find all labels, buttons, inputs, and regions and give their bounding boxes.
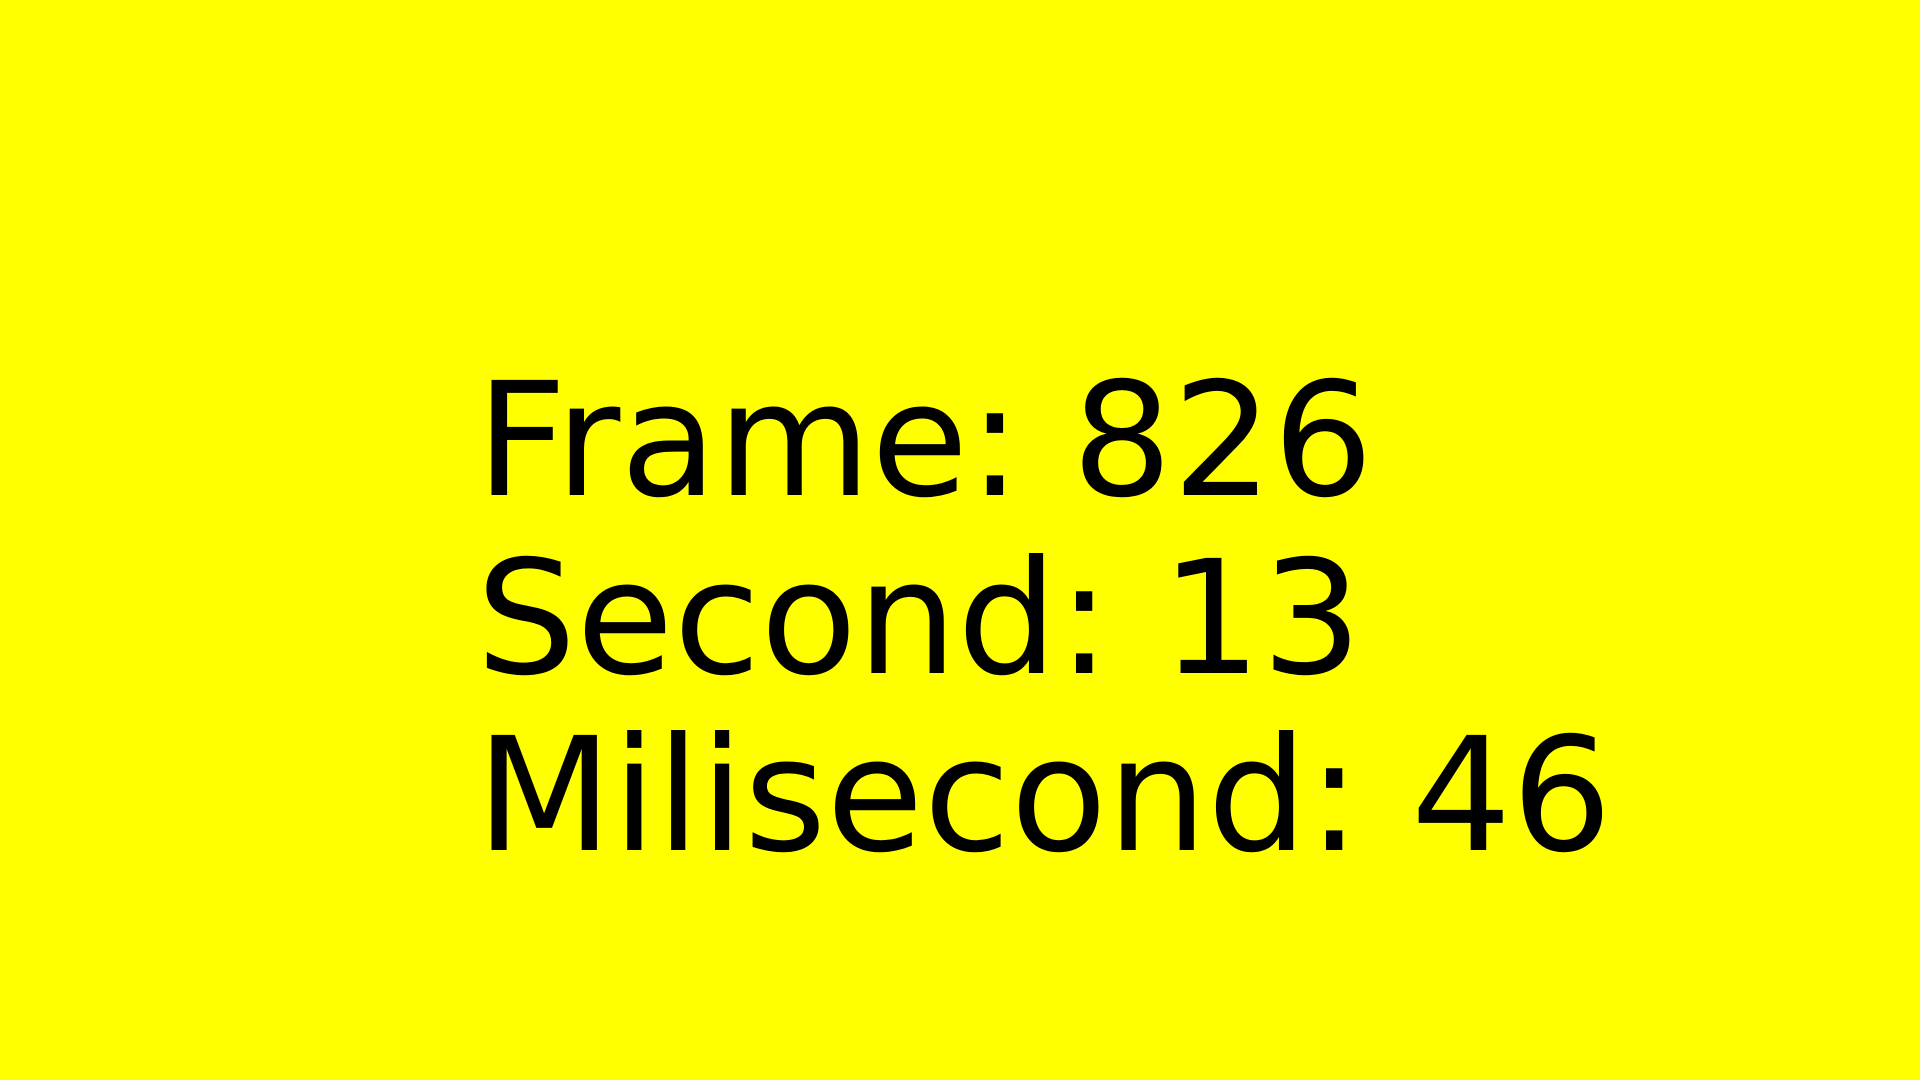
millisecond-label: Milisecond: [476, 704, 1361, 888]
second-label: Second: [476, 527, 1111, 711]
second-value: 13 [1160, 527, 1362, 711]
frame-label: Frame: [476, 349, 1022, 533]
millisecond-value: 46 [1410, 704, 1613, 888]
millisecond-readout: Milisecond: 46 [476, 717, 1612, 875]
frame-value: 826 [1071, 349, 1374, 533]
second-readout: Second: 13 [476, 540, 1362, 698]
frame-readout: Frame: 826 [476, 362, 1373, 520]
